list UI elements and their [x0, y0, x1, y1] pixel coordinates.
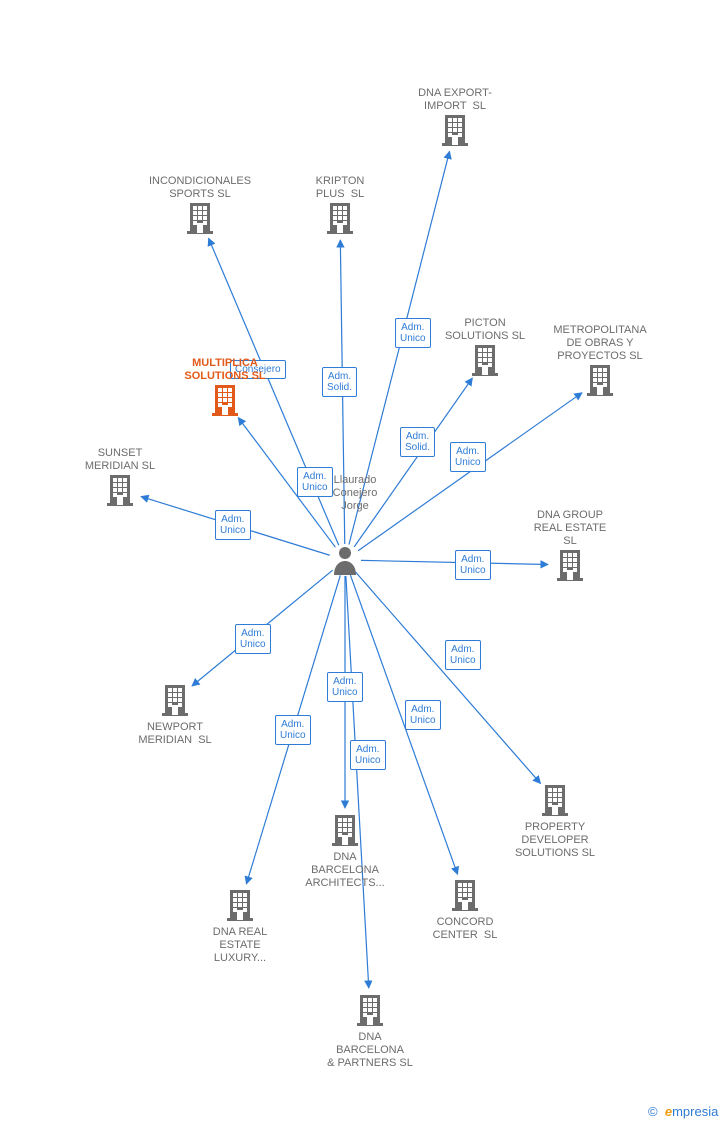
company-node[interactable]: DNA BARCELONA & PARTNERS SL [315, 993, 425, 1070]
company-label: CONCORD CENTER SL [410, 916, 520, 942]
edge-label: Adm. Solid. [400, 427, 435, 457]
copyright-symbol: © [648, 1104, 658, 1119]
company-label: KRIPTON PLUS SL [285, 175, 395, 201]
company-node[interactable]: DNA BARCELONA ARCHITECTS... [290, 813, 400, 890]
company-node[interactable]: INCONDICIONALES SPORTS SL [145, 171, 255, 235]
edge-label: Adm. Unico [275, 715, 311, 745]
company-node[interactable]: MULTIPLICA SOLUTIONS SL [170, 353, 280, 417]
edge-label: Adm. Unico [215, 510, 251, 540]
company-label: METROPOLITANA DE OBRAS Y PROYECTOS SL [545, 324, 655, 363]
edge-label: Adm. Unico [405, 700, 441, 730]
company-label: DNA REAL ESTATE LUXURY... [185, 926, 295, 965]
company-label: DNA BARCELONA & PARTNERS SL [315, 1031, 425, 1070]
edge-label: Adm. Unico [235, 624, 271, 654]
company-node[interactable]: DNA REAL ESTATE LUXURY... [185, 888, 295, 965]
company-node[interactable]: SUNSET MERIDIAN SL [65, 443, 175, 507]
company-node[interactable]: CONCORD CENTER SL [410, 878, 520, 942]
edge-line [346, 576, 369, 988]
brand-rest: mpresia [672, 1104, 718, 1119]
center-label: Llaurado Conejero Jorge [315, 470, 395, 513]
company-node[interactable]: PROPERTY DEVELOPER SOLUTIONS SL [500, 783, 610, 860]
edge-label: Adm. Unico [327, 672, 363, 702]
company-node[interactable]: DNA GROUP REAL ESTATE SL [515, 505, 625, 582]
company-node[interactable]: DNA EXPORT- IMPORT SL [400, 83, 510, 147]
company-label: MULTIPLICA SOLUTIONS SL [170, 357, 280, 383]
company-label: NEWPORT MERIDIAN SL [120, 721, 230, 747]
edge-label: Adm. Unico [450, 442, 486, 472]
edge-label: Adm. Solid. [322, 367, 357, 397]
company-node[interactable]: METROPOLITANA DE OBRAS Y PROYECTOS SL [545, 320, 655, 397]
company-node[interactable]: PICTON SOLUTIONS SL [430, 313, 540, 377]
company-label: PROPERTY DEVELOPER SOLUTIONS SL [500, 821, 610, 860]
company-label: DNA EXPORT- IMPORT SL [400, 87, 510, 113]
edge-label: Adm. Unico [350, 740, 386, 770]
company-label: SUNSET MERIDIAN SL [65, 447, 175, 473]
edge-label: Adm. Unico [455, 550, 491, 580]
company-label: INCONDICIONALES SPORTS SL [145, 175, 255, 201]
company-node[interactable]: KRIPTON PLUS SL [285, 171, 395, 235]
company-node[interactable]: NEWPORT MERIDIAN SL [120, 683, 230, 747]
company-label: DNA BARCELONA ARCHITECTS... [290, 851, 400, 890]
company-label: PICTON SOLUTIONS SL [430, 317, 540, 343]
edge-label: Adm. Unico [445, 640, 481, 670]
center-person[interactable] [332, 545, 358, 575]
brand-initial: e [665, 1104, 672, 1119]
copyright: © empresia [648, 1104, 718, 1119]
diagram-stage: ConsejeroAdm. Solid.Adm. UnicoAdm. Solid… [0, 0, 728, 1125]
company-label: DNA GROUP REAL ESTATE SL [515, 509, 625, 548]
edge-label: Adm. Unico [395, 318, 431, 348]
